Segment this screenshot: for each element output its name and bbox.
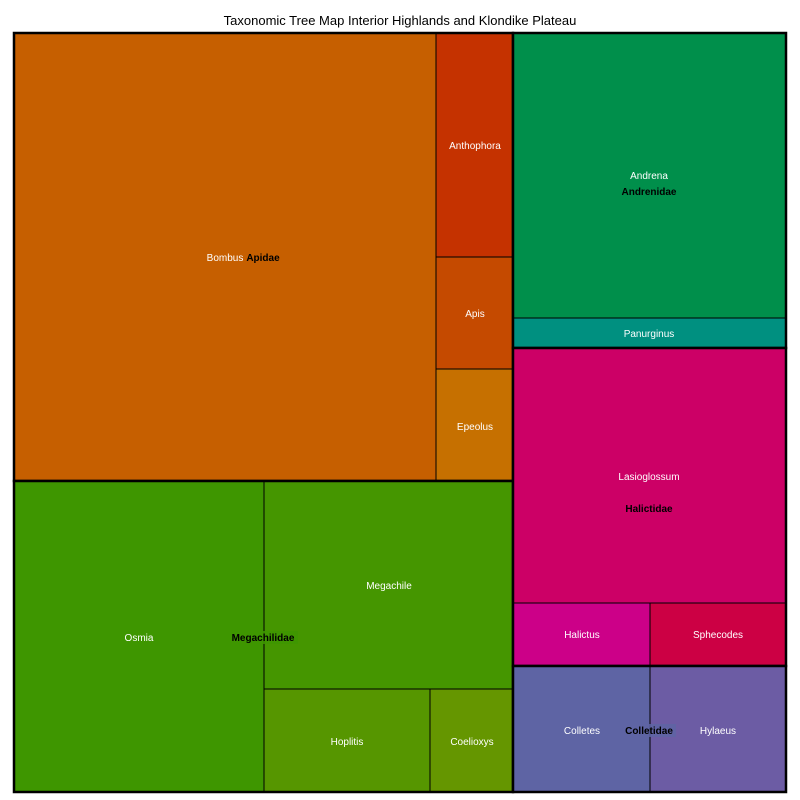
family-label-bg-halictidae — [623, 502, 676, 515]
label-anthophora: Anthophora — [449, 141, 501, 152]
family-label-bg-megachilidae — [229, 631, 298, 644]
label-osmia: Osmia — [125, 633, 154, 644]
label-hylaeus: Hylaeus — [700, 726, 736, 737]
label-bombus: Bombus — [207, 253, 244, 264]
family-label-apidae: Apidae — [246, 253, 280, 264]
family-label-halictidae: Halictidae — [625, 504, 673, 515]
label-apis: Apis — [465, 309, 484, 320]
label-lasioglossum: Lasioglossum — [618, 472, 679, 483]
label-colletes: Colletes — [564, 726, 600, 737]
family-label-bg-andrenidae — [619, 185, 680, 198]
family-label-bg-colletidae — [623, 724, 676, 737]
tile-megachile[interactable] — [263, 480, 514, 690]
tile-panurginus[interactable] — [512, 317, 787, 349]
family-group-megachilidae: Osmia Megachile Hoplitis Coelioxys Megac… — [12, 479, 515, 794]
tile-sphecodes[interactable] — [649, 602, 787, 667]
family-group-colletidae: Colletes Hylaeus Colletidae — [511, 664, 788, 794]
family-border-colletidae — [511, 664, 788, 794]
label-coelioxys: Coelioxys — [450, 737, 493, 748]
family-label-andrenidae: Andrenidae — [621, 187, 676, 198]
label-halictus: Halictus — [564, 630, 600, 641]
label-hoplitis: Hoplitis — [331, 737, 364, 748]
tile-bombus[interactable] — [13, 32, 437, 482]
label-sphecodes: Sphecodes — [693, 630, 743, 641]
tile-apis[interactable] — [435, 256, 514, 370]
family-group-andrenidae: Andrena Panurginus Andrenidae — [511, 31, 788, 350]
chart-title: Taxonomic Tree Map Interior Highlands an… — [224, 13, 577, 28]
family-group-apidae: Bombus Anthophora Apis Epeolus Apidae — [12, 31, 515, 483]
label-panurginus: Panurginus — [624, 329, 675, 340]
family-group-halictidae: Lasioglossum Halictus Sphecodes Halictid… — [511, 346, 788, 668]
tile-coelioxys[interactable] — [429, 688, 514, 793]
tile-anthophora[interactable] — [435, 32, 514, 258]
family-label-colletidae: Colletidae — [625, 726, 673, 737]
label-epeolus: Epeolus — [457, 422, 493, 433]
tile-lasioglossum[interactable] — [512, 347, 787, 604]
family-label-megachilidae: Megachilidae — [232, 633, 295, 644]
label-andrena: Andrena — [630, 171, 668, 182]
family-label-bg-apidae — [245, 251, 282, 264]
tile-hoplitis[interactable] — [263, 688, 431, 793]
label-megachile: Megachile — [366, 581, 412, 592]
tile-epeolus[interactable] — [435, 368, 514, 482]
